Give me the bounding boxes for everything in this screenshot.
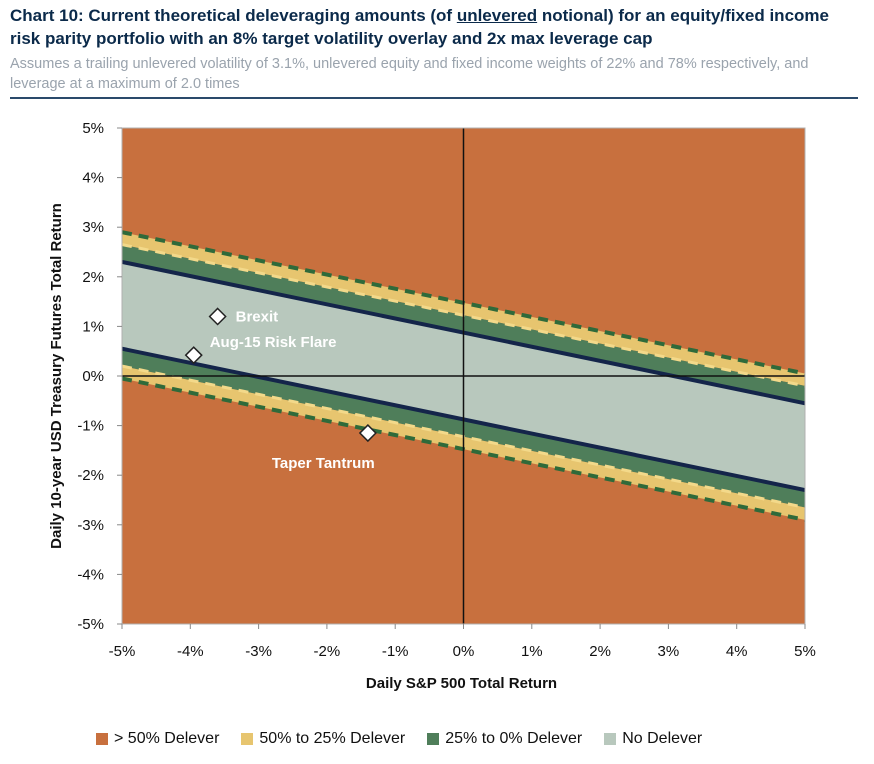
legend-label: 50% to 25% Delever — [259, 730, 406, 747]
legend-swatch — [96, 733, 108, 745]
x-axis-label: Daily S&P 500 Total Return — [366, 675, 557, 692]
y-tick-label: -4% — [77, 566, 104, 583]
event-point-label: Aug-15 Risk Flare — [210, 334, 337, 351]
y-tick-label: 3% — [82, 219, 104, 236]
x-tick-label: -5% — [109, 643, 136, 660]
legend-swatch — [604, 733, 617, 745]
title-divider — [10, 97, 858, 99]
y-tick-label: -1% — [77, 418, 104, 435]
x-tick-label: -3% — [245, 643, 272, 660]
x-tick-label: 5% — [794, 643, 816, 660]
legend: > 50% Delever 50% to 25% Delever 25% to 0%… — [96, 730, 724, 748]
chart-subtitle: Assumes a trailing unlevered volatility … — [10, 56, 809, 92]
legend-item: 25% to 0% Delever — [427, 730, 582, 748]
chart-canvas: -5% -4% -3% -2% -1% 0% 1% 2% 3% 4% 5% 5% 4% 3% 2% 1% 0% -… — [48, 120, 816, 692]
y-tick-label: 1% — [82, 318, 104, 335]
y-tick-label: -5% — [77, 616, 104, 633]
legend-item: No Delever — [604, 730, 702, 748]
x-tick-label: -4% — [177, 643, 204, 660]
y-tick-label: 2% — [82, 269, 104, 286]
y-tick-label: 4% — [82, 170, 104, 187]
x-tick-label: 0% — [453, 643, 475, 660]
event-point-marker — [184, 346, 203, 365]
event-point-marker — [208, 307, 227, 326]
legend-label: No Delever — [622, 730, 703, 747]
x-tick-label: -1% — [382, 643, 409, 660]
legend-swatch — [241, 733, 254, 745]
y-tick-label: 5% — [82, 120, 104, 137]
y-tick-label: 0% — [82, 368, 104, 385]
y-axis-label: Daily 10-year USD Treasury Futures Total… — [48, 203, 65, 549]
event-point-label: Taper Tantrum — [272, 455, 375, 472]
x-tick-label: 3% — [658, 643, 680, 660]
x-tick-label: -2% — [314, 643, 341, 660]
x-tick-label: 2% — [589, 643, 611, 660]
legend-item: 50% to 25% Delever — [241, 730, 405, 748]
event-point-label: Brexit — [236, 308, 279, 325]
y-tick-label: -2% — [77, 467, 104, 484]
x-tick-label: 4% — [726, 643, 748, 660]
event-point-marker — [358, 423, 377, 443]
legend-label: 25% to 0% Delever — [445, 730, 583, 747]
legend-item: > 50% Delever — [96, 730, 219, 748]
legend-label: > 50% Delever — [114, 730, 220, 747]
chart-title: Chart 10: Current theoretical deleveragi… — [10, 6, 829, 48]
x-tick-label: 1% — [521, 643, 543, 660]
y-tick-label: -3% — [77, 517, 104, 534]
legend-swatch — [427, 733, 440, 745]
